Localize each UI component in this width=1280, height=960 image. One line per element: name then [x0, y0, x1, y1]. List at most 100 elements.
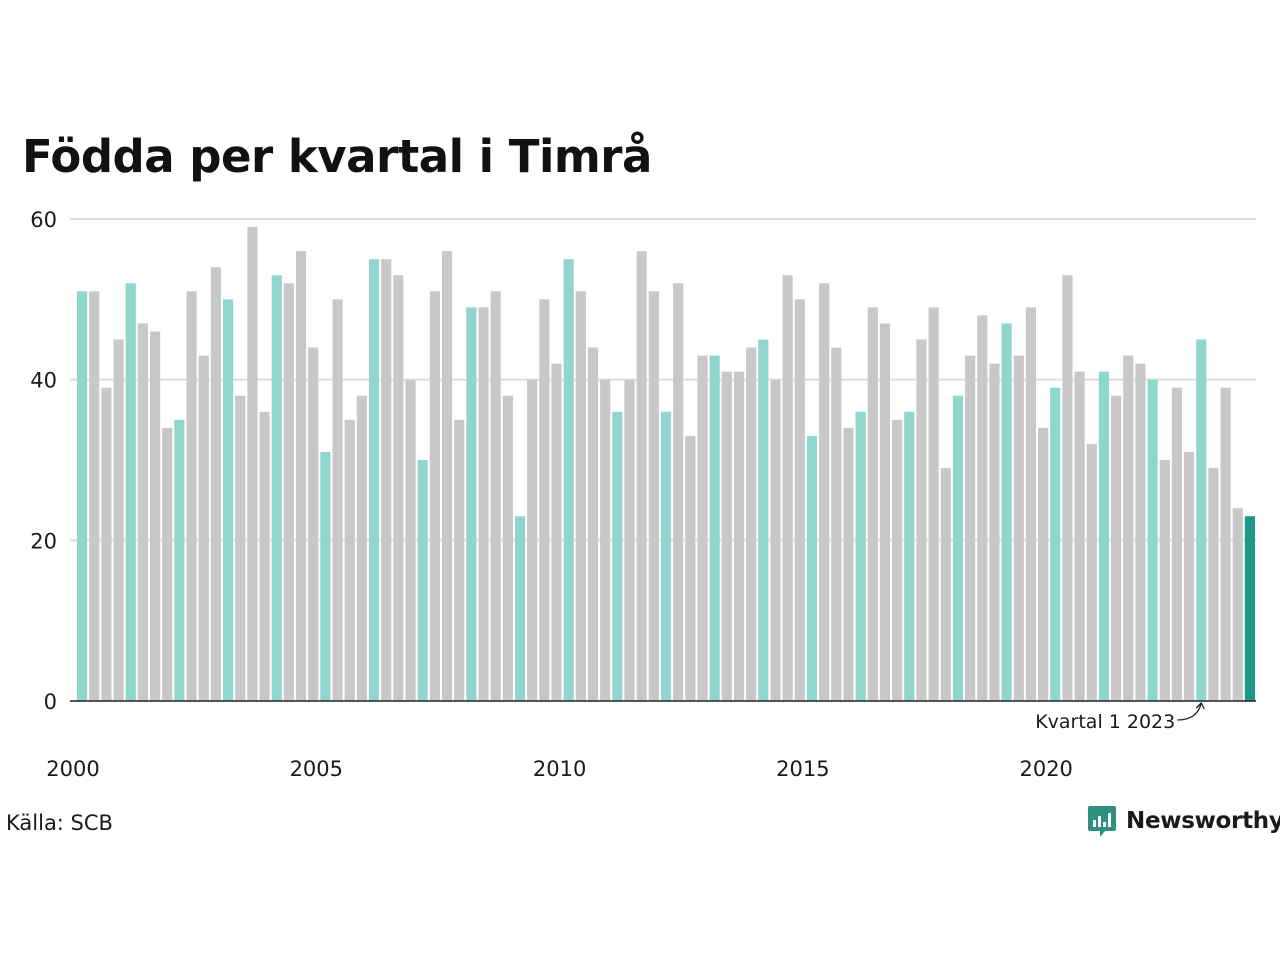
- bar: [916, 339, 927, 701]
- bar: [855, 411, 866, 701]
- annotation-label: Kvartal 1 2023: [1035, 711, 1175, 733]
- bar: [417, 460, 428, 701]
- x-tick-label: 2005: [290, 757, 343, 781]
- bar: [1208, 468, 1219, 701]
- bar: [368, 259, 380, 701]
- bar: [1025, 307, 1037, 701]
- bar: [709, 355, 720, 701]
- bar: [1159, 460, 1170, 701]
- bar: [867, 307, 878, 701]
- bar: [782, 275, 793, 701]
- bar: [892, 419, 903, 701]
- bar: [308, 347, 319, 701]
- bar: [940, 468, 951, 701]
- bar: [989, 363, 1000, 701]
- bar: [1111, 395, 1122, 701]
- x-tick-label: 2000: [46, 757, 99, 781]
- bar: [904, 411, 915, 701]
- bar: [551, 363, 562, 701]
- bar: [1196, 339, 1207, 701]
- bar: [344, 419, 355, 701]
- bar: [612, 411, 623, 701]
- y-axis-ticks: 0 20 40 60: [30, 208, 57, 714]
- bar: [247, 227, 258, 702]
- bar: [405, 379, 416, 701]
- bar: [393, 275, 404, 701]
- bar: [1086, 443, 1097, 701]
- bar: [259, 411, 270, 701]
- bar: [1147, 379, 1158, 701]
- bar: [879, 323, 891, 701]
- bar: [113, 339, 124, 701]
- newsworthy-logo-icon: [1088, 806, 1116, 837]
- bar: [843, 427, 854, 701]
- y-tick-label: 0: [44, 690, 57, 714]
- bar: [454, 419, 465, 701]
- bars: [77, 227, 1255, 702]
- bar: [332, 299, 343, 701]
- bar: [685, 435, 696, 701]
- bar: [235, 395, 246, 701]
- bar: [1074, 371, 1085, 701]
- bar: [794, 299, 805, 701]
- x-tick-label: 2020: [1019, 757, 1072, 781]
- bar: [1123, 355, 1134, 701]
- bar: [527, 379, 538, 701]
- bar: [1244, 516, 1255, 701]
- brand-logo[interactable]: Newsworthy: [1087, 804, 1280, 838]
- bar: [928, 307, 939, 701]
- bar: [965, 355, 976, 701]
- bar: [441, 251, 453, 701]
- brand-name: Newsworthy: [1126, 808, 1280, 834]
- bar: [1062, 275, 1073, 701]
- bar: [600, 379, 611, 701]
- bar: [174, 419, 185, 701]
- bar: [660, 411, 672, 701]
- bar-chart: 0 20 40 60 2000 2005 2010 2015 2020 Kvartal 1 2…: [30, 208, 1256, 781]
- bar: [137, 323, 148, 701]
- bar: [977, 315, 988, 701]
- bar: [1050, 387, 1061, 701]
- bar: [539, 299, 550, 701]
- source-note: Källa: SCB: [6, 811, 113, 835]
- bar: [101, 387, 112, 701]
- bar: [320, 451, 331, 701]
- bar: [502, 395, 513, 701]
- bar: [381, 259, 392, 701]
- latest-quarter-annotation: Kvartal 1 2023: [1035, 701, 1205, 733]
- bar: [819, 283, 830, 701]
- bar: [89, 291, 100, 701]
- bar: [466, 307, 477, 701]
- y-tick-label: 60: [30, 208, 57, 232]
- bar: [673, 283, 684, 701]
- bar: [806, 435, 818, 701]
- bar: [271, 275, 282, 701]
- bar: [952, 395, 964, 701]
- bar: [721, 371, 732, 701]
- y-tick-label: 40: [30, 369, 57, 393]
- annotation-arrow: [1177, 701, 1205, 721]
- bar: [1232, 508, 1243, 701]
- x-tick-label: 2010: [533, 757, 586, 781]
- bar: [429, 291, 440, 701]
- bar: [1135, 363, 1146, 701]
- bar: [186, 291, 197, 701]
- bar: [514, 516, 526, 701]
- bar: [624, 379, 635, 701]
- bar: [283, 283, 294, 701]
- bar: [490, 291, 501, 701]
- bar: [733, 371, 745, 701]
- bar: [575, 291, 586, 701]
- bar: [758, 339, 769, 701]
- x-tick-label: 2015: [776, 757, 829, 781]
- bar: [125, 283, 136, 701]
- bar: [770, 379, 781, 701]
- bar: [1013, 355, 1024, 701]
- bar: [648, 291, 659, 701]
- bar: [1098, 371, 1110, 701]
- bar: [222, 299, 234, 701]
- bar: [697, 355, 708, 701]
- bar: [831, 347, 842, 701]
- bar: [356, 395, 367, 701]
- bar: [1038, 427, 1049, 701]
